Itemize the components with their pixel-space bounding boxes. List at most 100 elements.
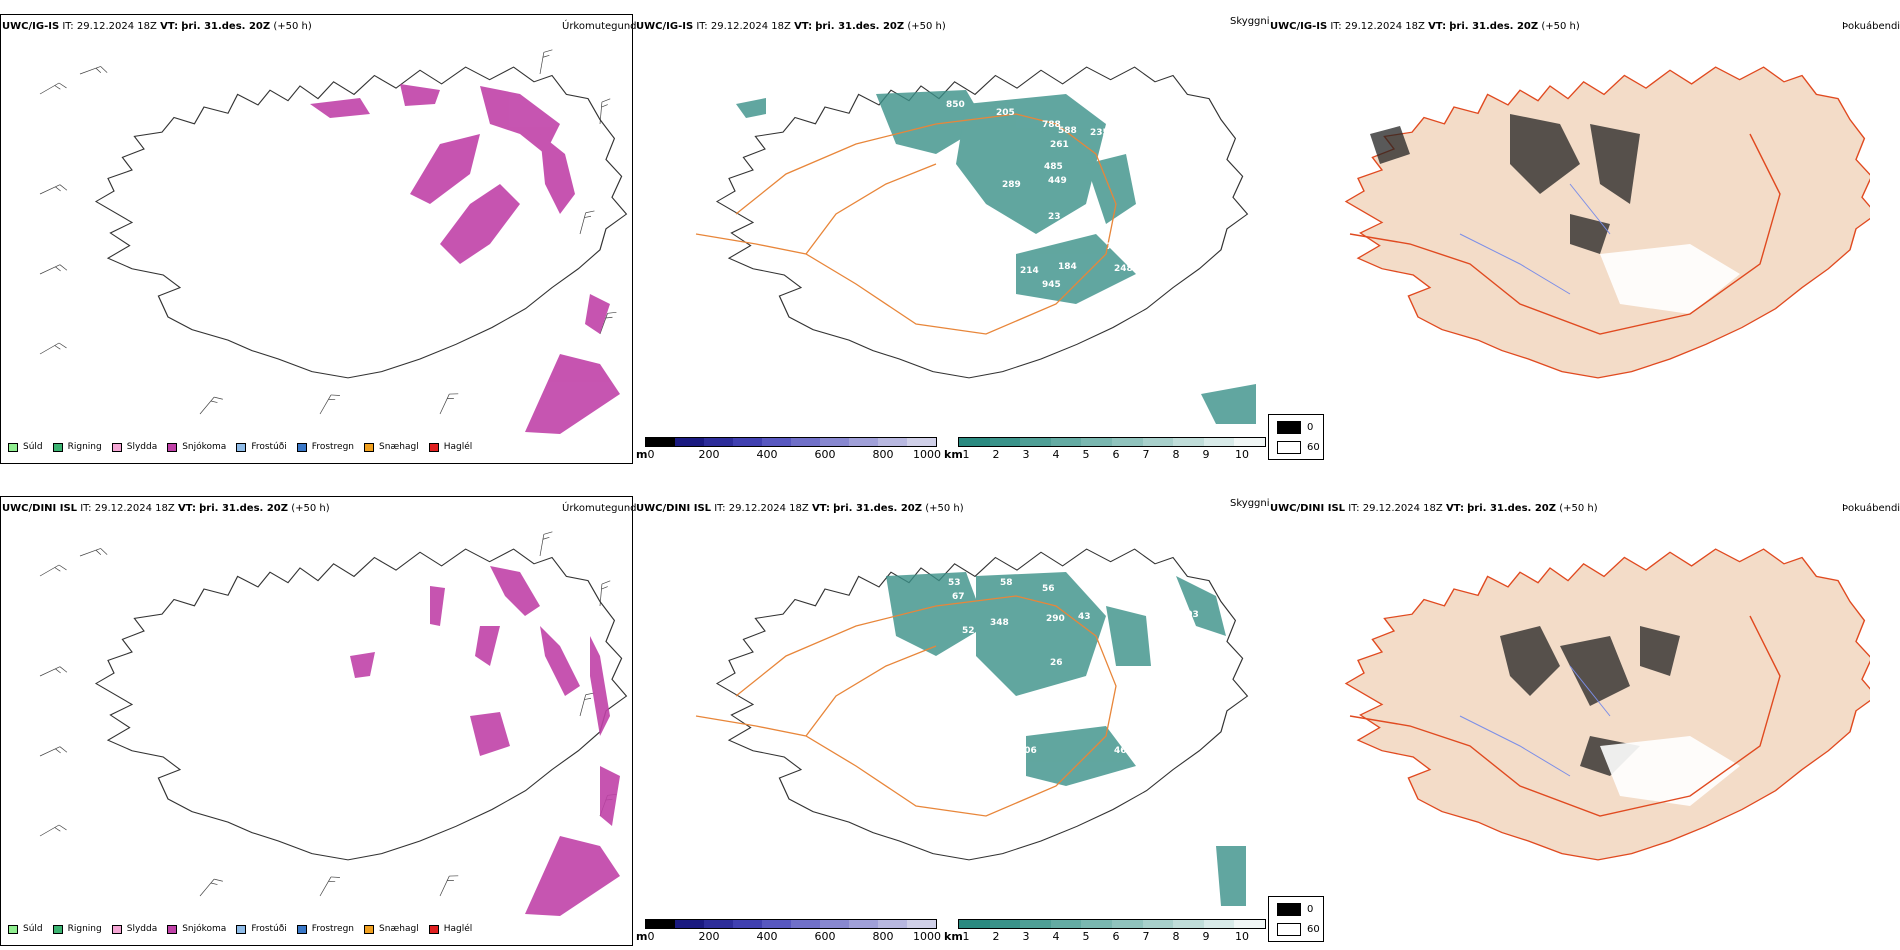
panel-title-fog: Þokuábendi	[1842, 21, 1900, 32]
cloud-label: 87	[1146, 254, 1159, 264]
legend-item-snjokoma: Snjókoma	[167, 922, 226, 936]
legend-swatch	[8, 924, 18, 934]
cloud-label: 103	[1180, 610, 1199, 620]
cloud-label: 243	[1170, 186, 1189, 196]
cloud-label: 290	[1046, 614, 1065, 624]
cloudbase-unit: m	[636, 930, 648, 943]
visibility-fog-areas	[886, 572, 1246, 906]
legend-item-frostudi: Frostúði	[236, 440, 287, 454]
cloud-label: 432	[1078, 72, 1097, 82]
snow-areas	[350, 566, 620, 916]
legend-item-snjokoma: Snjókoma	[167, 440, 226, 454]
cloud-label: 284	[1192, 182, 1211, 192]
legend-item-haglel: Haglél	[428, 922, 472, 936]
visibility-unit: km	[944, 448, 963, 461]
cloud-label: 52	[962, 626, 975, 636]
legend-item-rigning: Rigning	[52, 440, 102, 454]
precip-type-map	[39, 48, 628, 434]
cloudbase-ticks: 0 200 400 600 800 1000	[647, 448, 942, 461]
visibility-ticks: 1 2 3 4 5 6 7 8 9 10	[962, 930, 1250, 943]
fog-legend-low-label: 60	[1307, 924, 1320, 935]
panel-title-precip-type: Úrkomutegund	[562, 503, 637, 514]
wind-barbs	[39, 530, 617, 902]
legend-item-frostudi: Frostúði	[236, 922, 287, 936]
fog-legend-high-label: 0	[1307, 422, 1314, 433]
panel-title-precip-type: Úrkomutegund	[562, 21, 637, 32]
cloudbase-ticks: 0 200 400 600 800 1000	[647, 930, 942, 943]
legend-item-sudd: Súld	[8, 440, 43, 454]
legend-swatch	[428, 442, 439, 452]
cloudbase-colorbar	[645, 919, 937, 929]
fog-legend-high-swatch	[1277, 903, 1301, 916]
panel-title-fog: Þokuábendi	[1842, 503, 1900, 514]
fog-legend: 0 60	[1268, 414, 1324, 460]
cloud-label: 53	[948, 578, 961, 588]
fog-roads	[1349, 615, 1781, 817]
precip-type-panel	[0, 496, 633, 946]
panel-title-clouds: Skyggni	[1230, 16, 1270, 27]
legend-swatch	[428, 924, 439, 934]
cloud-label: 850	[946, 100, 965, 110]
rivers	[1459, 665, 1611, 777]
cloud-label: 23	[1048, 212, 1061, 222]
roads	[695, 595, 1117, 817]
legend-item-frostregn: Frostregn	[296, 922, 354, 936]
legend-item-sudd: Súld	[8, 922, 43, 936]
fog-legend-low-swatch	[1277, 923, 1301, 936]
run-header: UWC/IG-IS IT: 29.12.2024 18Z VT: þri. 31…	[636, 21, 946, 32]
cloud-label: 51	[1166, 204, 1179, 214]
cloud-label: 67	[952, 592, 965, 602]
legend-swatch	[111, 442, 122, 452]
run-header: UWC/IG-IS IT: 29.12.2024 18Z VT: þri. 31…	[1270, 21, 1580, 32]
legend-swatch	[296, 924, 307, 934]
legend-swatch	[364, 924, 375, 934]
visibility-colorbar	[958, 437, 1266, 447]
cloud-label: 248	[1114, 264, 1133, 274]
roads	[695, 113, 1117, 335]
cloud-label: 289	[1002, 180, 1021, 190]
cloud-label: 205	[996, 108, 1015, 118]
legend-swatch	[8, 442, 18, 452]
fog-legend-low-swatch	[1277, 441, 1301, 454]
visibility-ticks: 1 2 3 4 5 6 7 8 9 10	[962, 448, 1250, 461]
cloud-label: 43	[1078, 612, 1091, 622]
cloud-label: 214	[1020, 266, 1039, 276]
cloud-label: 168	[1172, 158, 1191, 168]
cloud-label: 58	[1000, 578, 1013, 588]
row-1: UWC/IG-IS IT: 29.12.2024 18Z VT: þri. 31…	[0, 14, 1900, 464]
run-header: UWC/DINI ISL IT: 29.12.2024 18Z VT: þri.…	[1270, 503, 1598, 514]
fog-legend-high-swatch	[1277, 421, 1301, 434]
legend-swatch	[52, 924, 63, 934]
legend-item-snaehagl: Snæhagl	[364, 922, 419, 936]
run-header: UWC/DINI ISL IT: 29.12.2024 18Z VT: þri.…	[2, 503, 330, 514]
glacier-white	[1600, 736, 1740, 806]
cloudbase-unit: m	[636, 448, 648, 461]
fog-map	[1345, 548, 1870, 861]
cloud-label: 22	[1146, 140, 1159, 150]
fog-map	[1345, 66, 1870, 379]
cloud-label: 945	[1042, 280, 1061, 290]
legend-item-rigning: Rigning	[52, 922, 102, 936]
legend-swatch	[236, 442, 247, 452]
legend-item-slydda: Slydda	[111, 440, 157, 454]
cloud-label: 460	[1114, 746, 1133, 756]
cloud-label: 61	[1094, 592, 1107, 602]
legend-item-snaehagl: Snæhagl	[364, 440, 419, 454]
legend-item-slydda: Slydda	[111, 922, 157, 936]
run-header: UWC/IG-IS IT: 29.12.2024 18Z VT: þri. 31…	[2, 21, 312, 32]
cloud-label: 181	[948, 248, 967, 258]
cloud-label: 261	[1050, 140, 1069, 150]
legend-item-haglel: Haglél	[428, 440, 472, 454]
fog-legend-high-label: 0	[1307, 904, 1314, 915]
cloud-label: 348	[990, 618, 1009, 628]
cloud-label: 588	[1058, 126, 1077, 136]
cloud-label: 56	[1042, 584, 1055, 594]
legend-item-frostregn: Frostregn	[296, 440, 354, 454]
legend-swatch	[364, 442, 375, 452]
precip-type-legend: Súld Rigning Slydda Snjókoma Frostúði Fr…	[8, 922, 482, 936]
fog-legend-low-label: 60	[1307, 442, 1320, 453]
cloud-label: 770	[1106, 242, 1125, 252]
cloud-label: 240	[952, 692, 971, 702]
fog-legend: 0 60	[1268, 896, 1324, 942]
legend-swatch	[296, 442, 307, 452]
